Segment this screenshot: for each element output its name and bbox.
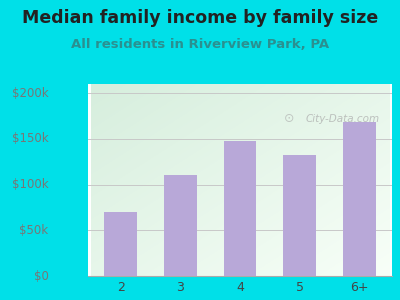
Text: $200k: $200k	[12, 87, 48, 100]
Text: All residents in Riverview Park, PA: All residents in Riverview Park, PA	[71, 38, 329, 50]
Text: ⊙: ⊙	[284, 112, 294, 125]
Text: $0: $0	[34, 269, 48, 283]
Bar	[224, 141, 256, 276]
Bar	[343, 122, 376, 276]
Bar	[283, 155, 316, 276]
Bar	[104, 212, 137, 276]
Text: $50k: $50k	[19, 224, 48, 237]
Text: $150k: $150k	[12, 132, 48, 146]
Text: $100k: $100k	[12, 178, 48, 191]
Text: City-Data.com: City-Data.com	[306, 114, 380, 124]
Text: Median family income by family size: Median family income by family size	[22, 9, 378, 27]
Bar	[164, 176, 197, 276]
